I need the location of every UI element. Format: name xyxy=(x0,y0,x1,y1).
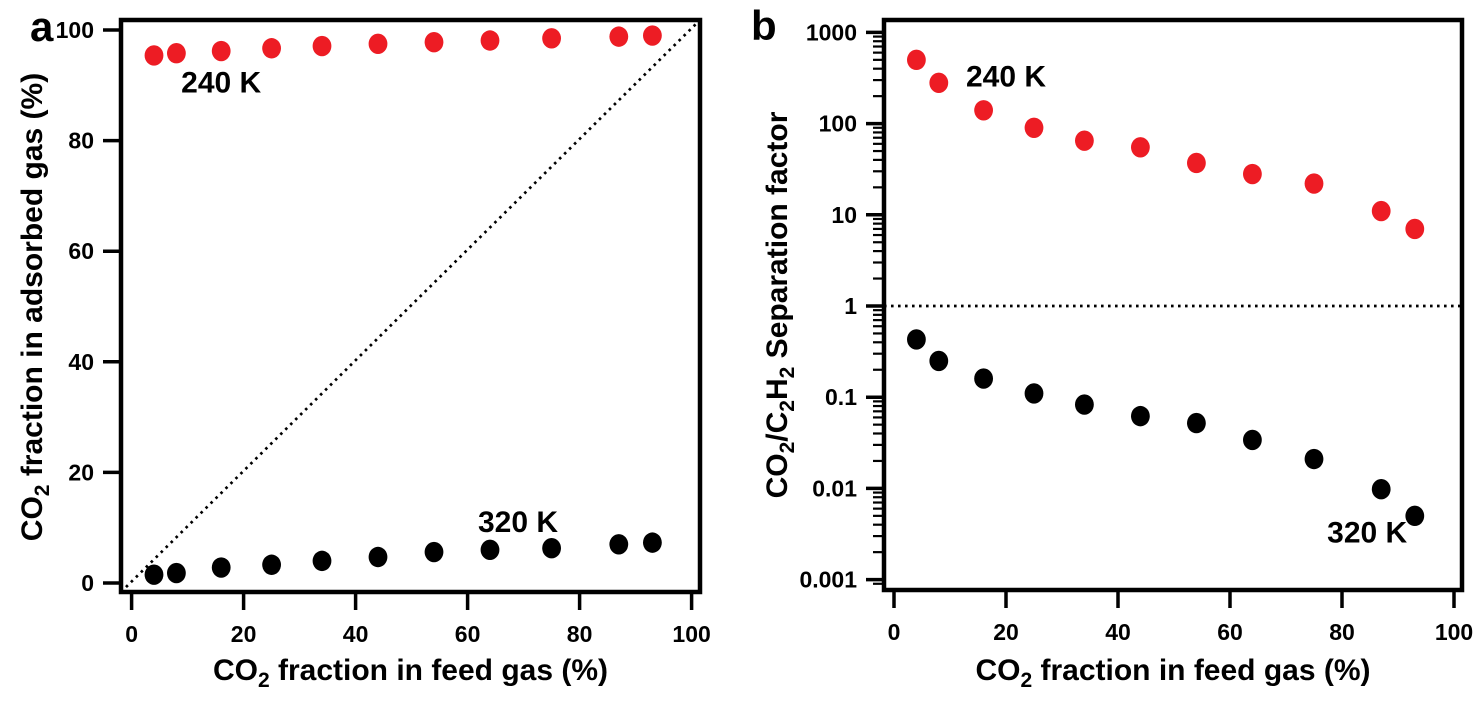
data-point-320k xyxy=(1187,412,1206,434)
data-point-320k xyxy=(1075,394,1094,415)
data-point-240k xyxy=(144,45,164,66)
data-point-240k xyxy=(907,49,926,71)
x-tick-label: 20 xyxy=(993,619,1019,645)
panel-a-chart: 0 20 40 60 80 100 0 20 40 60 80 100 240 K 320 K CO2 fr… xyxy=(16,3,711,692)
data-point-240k xyxy=(211,40,231,62)
y-tick-label: 60 xyxy=(68,238,94,264)
data-point-320k xyxy=(929,350,949,372)
series-label: 240 K xyxy=(181,67,261,100)
data-point-240k xyxy=(1075,130,1094,151)
plot-frame xyxy=(118,17,703,595)
data-point-240k xyxy=(480,30,500,51)
data-point-240k xyxy=(643,25,662,46)
data-point-240k xyxy=(167,43,186,64)
data-point-240k xyxy=(609,26,629,47)
data-point-240k xyxy=(1405,218,1425,240)
data-point-240k xyxy=(1371,200,1391,222)
reference-dotted-line xyxy=(120,19,701,593)
y-tick-label: 0.01 xyxy=(812,475,857,501)
x-tick-label: 40 xyxy=(1105,619,1131,645)
data-point-320k xyxy=(424,541,444,563)
data-point-240k xyxy=(542,28,561,49)
x-tick-label: 100 xyxy=(1435,619,1473,645)
data-point-320k xyxy=(907,329,926,350)
data-point-320k xyxy=(1024,383,1044,404)
data-point-320k xyxy=(643,532,662,553)
data-point-320k xyxy=(262,554,281,575)
y-tick-label: 1 xyxy=(844,293,857,319)
y-tick-label: 0.1 xyxy=(825,384,857,410)
data-point-240k xyxy=(312,35,332,57)
data-point-320k xyxy=(480,539,500,561)
y-tick-label: 100 xyxy=(819,111,857,137)
y-tick-label: 0.001 xyxy=(799,567,857,593)
y-tick-label: 40 xyxy=(68,349,94,375)
y-tick-label: 20 xyxy=(68,459,94,485)
y-axis-title: CO2/C2H2 Separation factor xyxy=(761,111,799,498)
y-tick-label: 80 xyxy=(68,128,94,154)
x-axis-title: CO2 fraction in feed gas (%) xyxy=(213,654,608,692)
data-point-320k xyxy=(974,368,993,389)
data-point-320k xyxy=(542,537,561,559)
x-tick-label: 20 xyxy=(231,621,257,647)
data-point-240k xyxy=(1304,173,1324,194)
data-point-320k xyxy=(144,564,164,585)
series-label: 240 K xyxy=(966,60,1046,93)
y-tick-label: 1000 xyxy=(806,19,857,45)
data-point-320k xyxy=(211,557,231,578)
panel-letter-a: a xyxy=(30,3,54,50)
data-point-240k xyxy=(1024,117,1044,138)
x-tick-label: 100 xyxy=(672,621,710,647)
data-point-320k xyxy=(609,534,629,555)
data-point-240k xyxy=(1243,163,1262,185)
data-point-240k xyxy=(368,33,388,55)
x-tick-label: 80 xyxy=(1329,619,1355,645)
x-tick-label: 80 xyxy=(567,621,593,647)
x-tick-label: 40 xyxy=(343,621,369,647)
data-point-240k xyxy=(262,38,281,59)
data-point-240k xyxy=(929,72,949,94)
data-point-320k xyxy=(1243,429,1262,451)
data-point-240k xyxy=(1131,137,1150,158)
x-axis-title: CO2 fraction in feed gas (%) xyxy=(975,654,1370,692)
data-point-320k xyxy=(1131,405,1150,427)
data-point-320k xyxy=(1371,479,1391,500)
series-label: 320 K xyxy=(478,506,558,539)
data-point-320k xyxy=(368,546,388,568)
data-point-240k xyxy=(424,31,444,53)
x-tick-label: 60 xyxy=(1217,619,1243,645)
x-tick-label: 0 xyxy=(125,621,138,647)
y-axis-title: CO2 fraction in adsorbed gas (%) xyxy=(16,73,54,541)
x-tick-label: 60 xyxy=(455,621,481,647)
data-point-320k xyxy=(312,550,332,572)
x-tick-label: 0 xyxy=(888,619,901,645)
data-point-240k xyxy=(974,100,993,121)
series-label: 320 K xyxy=(1327,516,1407,549)
data-point-240k xyxy=(1187,152,1206,174)
y-tick-label: 100 xyxy=(56,17,94,43)
y-tick-label: 0 xyxy=(81,570,94,596)
data-point-320k xyxy=(167,562,186,584)
y-tick-label: 10 xyxy=(831,202,857,228)
data-point-320k xyxy=(1304,448,1324,470)
panel-b-chart: 0 20 40 60 80 100 1000 100 10 1 0.1 0.01 0.001 240 K 3… xyxy=(751,2,1473,692)
panel-letter-b: b xyxy=(751,2,777,49)
data-point-320k xyxy=(1405,505,1425,527)
